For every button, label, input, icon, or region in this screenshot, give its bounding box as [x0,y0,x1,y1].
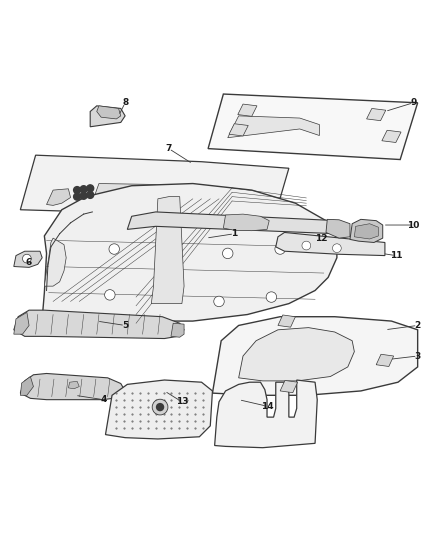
Circle shape [266,292,277,302]
Circle shape [302,241,311,250]
Circle shape [80,192,87,199]
Polygon shape [92,183,206,207]
Text: 14: 14 [261,402,273,411]
Polygon shape [239,328,354,381]
Circle shape [275,244,286,254]
Polygon shape [280,381,297,393]
Circle shape [74,187,81,193]
Text: 7: 7 [166,144,172,153]
Polygon shape [171,323,184,337]
Circle shape [156,403,163,410]
Polygon shape [14,310,184,338]
Polygon shape [68,381,79,389]
Polygon shape [223,214,269,231]
Polygon shape [90,106,125,127]
Circle shape [109,244,120,254]
Polygon shape [376,354,394,367]
Polygon shape [208,94,418,159]
Text: 4: 4 [100,395,106,404]
Polygon shape [106,380,212,439]
Text: 5: 5 [122,321,128,330]
Text: 13: 13 [176,397,188,406]
Circle shape [80,185,87,193]
Polygon shape [212,317,418,395]
Circle shape [152,399,168,415]
Text: 1: 1 [231,229,237,238]
Polygon shape [46,189,71,205]
Circle shape [223,248,233,259]
Polygon shape [276,232,385,256]
Polygon shape [278,315,295,327]
Polygon shape [382,130,401,142]
Circle shape [105,289,115,300]
Polygon shape [228,116,319,138]
Polygon shape [14,312,29,334]
Polygon shape [20,376,33,395]
Circle shape [87,185,94,192]
Polygon shape [215,380,317,448]
Circle shape [74,193,81,200]
Polygon shape [20,374,125,400]
Polygon shape [350,220,383,243]
Polygon shape [127,212,337,234]
Polygon shape [367,108,386,120]
Polygon shape [238,104,257,116]
Circle shape [87,191,94,198]
Text: 12: 12 [315,233,328,243]
Text: 3: 3 [414,351,421,360]
Text: 2: 2 [414,321,421,330]
Text: 8: 8 [122,98,128,107]
Text: 9: 9 [410,98,417,107]
Polygon shape [44,238,66,286]
Polygon shape [326,220,350,238]
Polygon shape [151,197,184,304]
Polygon shape [229,124,248,136]
Polygon shape [354,224,378,239]
Text: 11: 11 [389,251,402,260]
Polygon shape [42,183,337,321]
Text: 6: 6 [26,257,32,266]
Polygon shape [97,106,121,119]
Text: 10: 10 [407,221,420,230]
Polygon shape [14,251,42,268]
Circle shape [332,244,341,253]
Polygon shape [20,155,289,221]
Circle shape [22,254,31,263]
Circle shape [214,296,224,306]
